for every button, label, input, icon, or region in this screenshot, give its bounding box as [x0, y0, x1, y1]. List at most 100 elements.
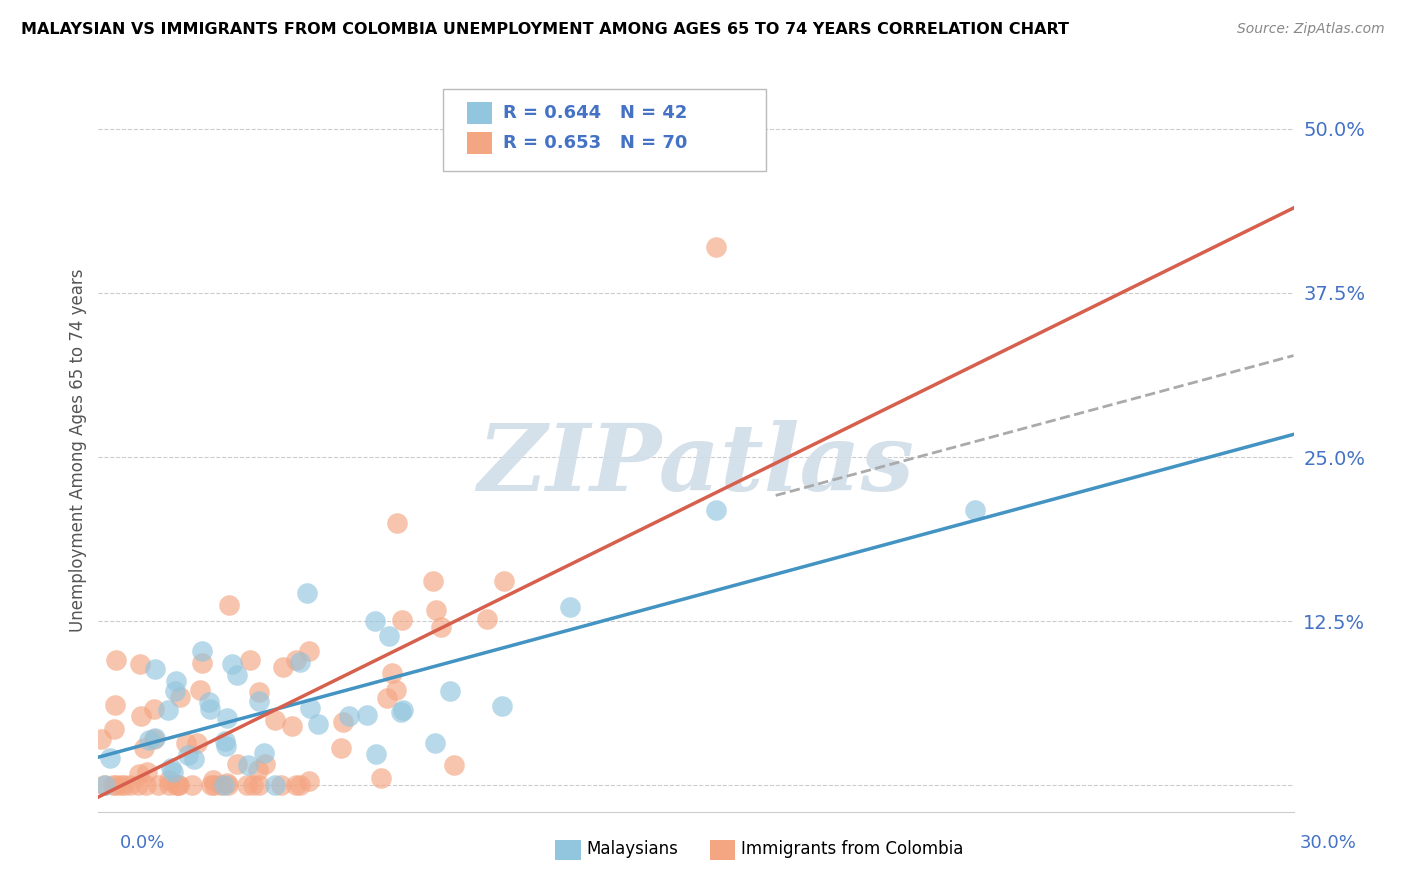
Text: R = 0.653   N = 70: R = 0.653 N = 70 [503, 134, 688, 152]
Point [247, 685, 270, 699]
Point [103, 722, 125, 736]
Point [264, 713, 287, 727]
Point [200, 779, 222, 793]
Text: MALAYSIAN VS IMMIGRANTS FROM COLOMBIA UNEMPLOYMENT AMONG AGES 65 TO 74 YEARS COR: MALAYSIAN VS IMMIGRANTS FROM COLOMBIA UN… [21, 22, 1069, 37]
Point [209, 779, 232, 793]
Point [157, 773, 180, 788]
Text: 30.0%: 30.0% [1301, 834, 1357, 852]
Point [101, 779, 124, 793]
Point [127, 779, 149, 793]
Point [299, 701, 322, 715]
Point [90, 731, 112, 746]
Point [214, 734, 236, 748]
Point [197, 695, 219, 709]
Point [298, 643, 321, 657]
Point [494, 574, 516, 589]
Point [295, 586, 318, 600]
Text: Source: ZipAtlas.com: Source: ZipAtlas.com [1237, 22, 1385, 37]
Point [215, 776, 238, 790]
Point [157, 703, 180, 717]
Text: ZIPatlas: ZIPatlas [478, 420, 914, 510]
Point [247, 779, 270, 793]
Point [202, 779, 225, 793]
Point [430, 620, 453, 634]
Point [236, 758, 259, 772]
Point [146, 779, 169, 793]
Point [143, 662, 166, 676]
Point [174, 736, 197, 750]
Point [129, 708, 152, 723]
Point [165, 684, 187, 698]
Point [477, 612, 499, 626]
Point [188, 682, 211, 697]
Point [159, 761, 181, 775]
Point [491, 698, 513, 713]
Point [135, 779, 157, 793]
Text: R = 0.644   N = 42: R = 0.644 N = 42 [503, 104, 688, 122]
Point [281, 719, 304, 733]
Point [186, 736, 208, 750]
Point [273, 660, 295, 674]
Point [239, 653, 262, 667]
Point [212, 779, 235, 793]
Point [128, 767, 150, 781]
Point [104, 698, 127, 713]
Point [135, 765, 157, 780]
Point [143, 731, 166, 745]
Point [298, 773, 321, 788]
Point [288, 779, 311, 793]
Point [284, 779, 307, 793]
Point [375, 690, 398, 705]
Point [221, 657, 243, 672]
Point [391, 703, 413, 717]
Point [391, 613, 413, 627]
Point [191, 644, 214, 658]
Point [425, 736, 447, 750]
Point [378, 630, 401, 644]
Point [138, 732, 160, 747]
Point [93, 779, 115, 793]
Point [98, 751, 121, 765]
Y-axis label: Unemployment Among Ages 65 to 74 years: Unemployment Among Ages 65 to 74 years [69, 268, 87, 632]
Text: Immigrants from Colombia: Immigrants from Colombia [741, 840, 963, 858]
Point [215, 711, 238, 725]
Point [385, 682, 408, 697]
Point [105, 779, 128, 793]
Point [93, 779, 115, 793]
Text: Malaysians: Malaysians [586, 840, 678, 858]
Point [191, 657, 214, 671]
Point [180, 779, 202, 793]
Point [128, 657, 150, 671]
Point [110, 779, 132, 793]
Point [391, 706, 413, 720]
Point [370, 771, 392, 785]
Point [169, 690, 191, 704]
Point [246, 763, 269, 777]
Point [104, 653, 127, 667]
Point [356, 707, 378, 722]
Point [162, 764, 184, 779]
Point [247, 694, 270, 708]
Point [307, 717, 329, 731]
Point [218, 598, 240, 612]
Point [165, 674, 187, 689]
Point [202, 772, 225, 787]
Point [183, 752, 205, 766]
Point [288, 655, 311, 669]
Point [226, 757, 249, 772]
Point [385, 516, 409, 530]
Point [330, 741, 353, 756]
Point [118, 779, 141, 793]
Point [143, 702, 166, 716]
Point [270, 779, 292, 793]
Point [704, 502, 727, 516]
Point [364, 614, 387, 628]
Point [167, 779, 190, 793]
Point [177, 747, 200, 762]
Point [112, 779, 135, 793]
Point [332, 715, 354, 730]
Point [157, 779, 180, 793]
Point [235, 779, 257, 793]
Point [217, 779, 239, 793]
Point [242, 779, 264, 793]
